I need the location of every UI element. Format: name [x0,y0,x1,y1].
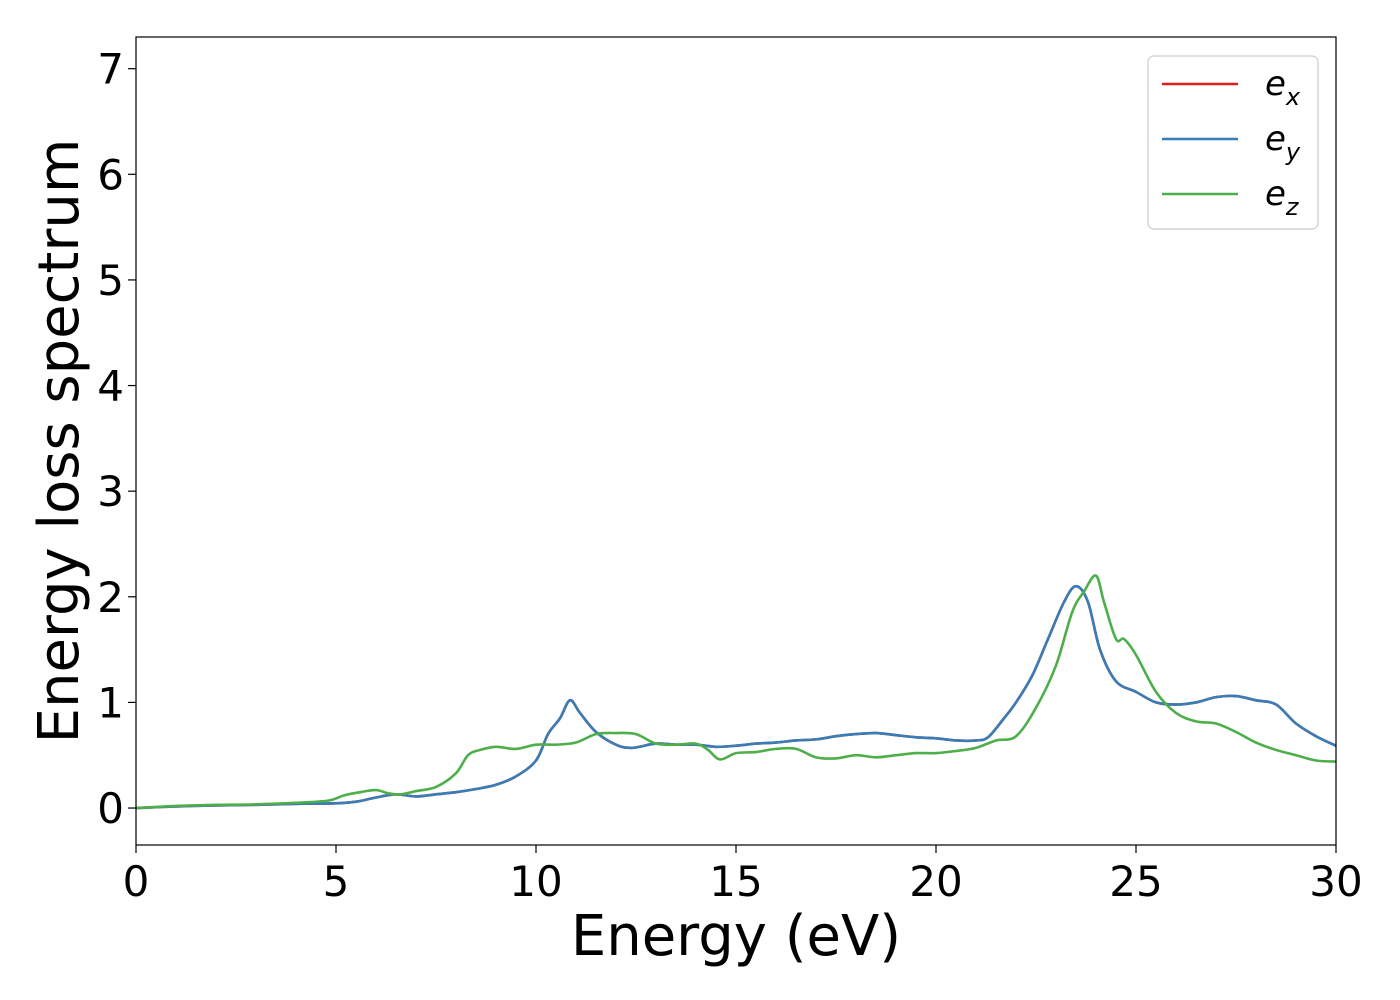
y-tick-label: 3 [97,467,124,516]
legend-label-sub: y [1285,138,1301,166]
x-tick-label: 15 [709,857,762,906]
y-tick-label: 2 [97,573,124,622]
legend-label-main: e [1265,174,1286,214]
legend-label-main: e [1265,64,1286,104]
y-tick-label: 0 [97,784,124,833]
y-tick-label: 7 [97,45,124,94]
series-line-e_x [136,584,1336,810]
x-tick-label: 20 [909,857,962,906]
series-line-e_y [136,584,1336,810]
y-tick-label: 4 [97,362,124,411]
legend-label-e_z: ez [1265,174,1300,221]
x-tick-label: 5 [323,857,350,906]
x-tick-label: 25 [1109,857,1162,906]
legend-label-main: e [1265,119,1286,159]
legend-label-sub: x [1285,83,1301,111]
legend-label-e_y: ey [1265,119,1301,166]
legend-label-e_x: ex [1265,64,1301,111]
y-tick-label: 6 [97,150,124,199]
y-tick-label: 5 [97,256,124,305]
legend-label-sub: z [1285,193,1300,221]
x-tick-label: 30 [1309,857,1362,906]
y-axis-title: Energy loss spectrum [27,139,92,744]
x-tick-label: 0 [123,857,150,906]
series-line-e_z [136,574,1336,810]
x-axis-title: Energy (eV) [571,904,901,969]
plot-frame [135,36,1337,846]
y-tick-label: 1 [97,678,124,727]
x-tick-label: 10 [509,857,562,906]
legend-box [1147,55,1319,230]
axis-ticks: 0 5 10 15 20 25 30 0 1 2 3 4 5 6 7 [97,45,1362,906]
series-lines [136,574,1336,810]
